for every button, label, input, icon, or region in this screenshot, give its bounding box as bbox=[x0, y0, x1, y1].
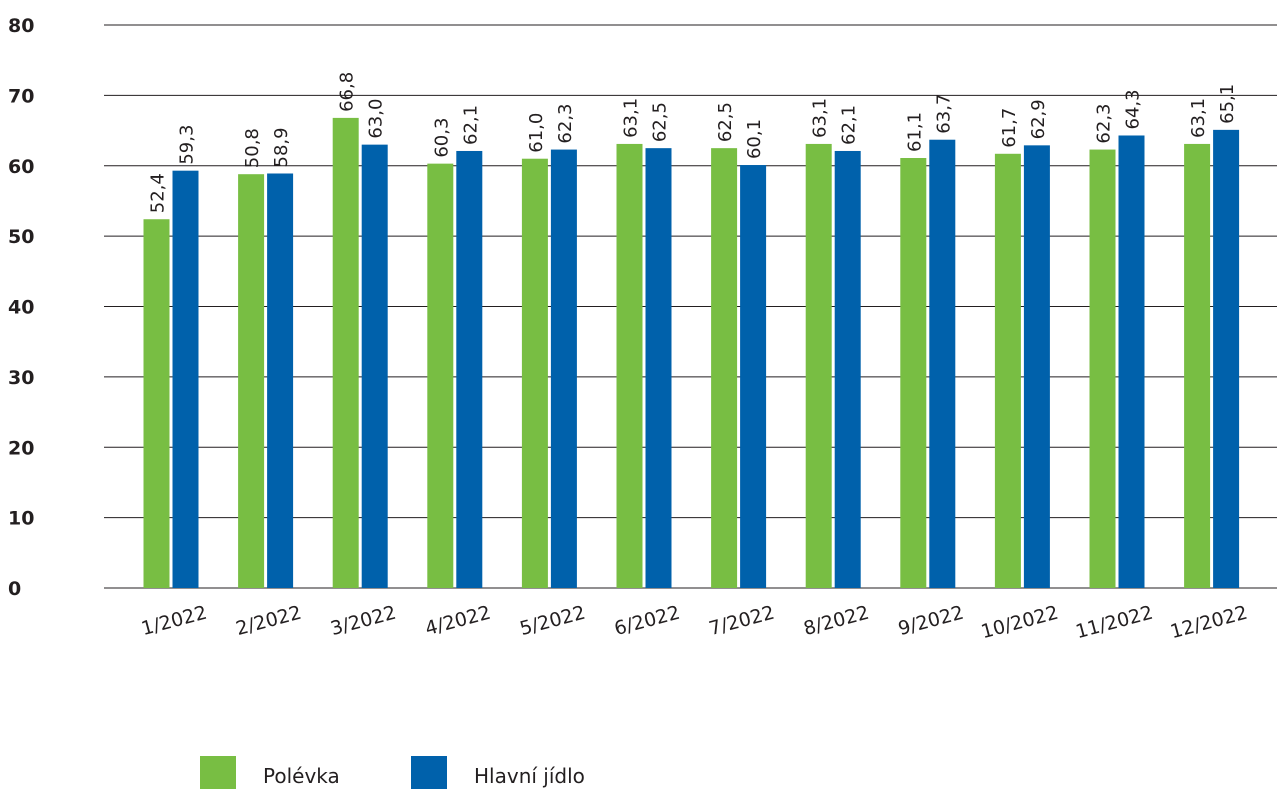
legend-swatch-hlavni-jidlo bbox=[411, 756, 447, 789]
y-tick-label: 70 bbox=[8, 85, 34, 107]
y-tick-label: 10 bbox=[8, 508, 34, 530]
bar-polevka bbox=[1089, 149, 1116, 588]
data-label: 61,7 bbox=[999, 108, 1020, 148]
data-label: 61,1 bbox=[904, 112, 925, 152]
data-label: 61,0 bbox=[526, 113, 547, 153]
x-tick-label: 12/2022 bbox=[1168, 602, 1250, 644]
x-tick-label: 3/2022 bbox=[328, 602, 398, 641]
data-label: 64,3 bbox=[1123, 89, 1144, 129]
bar-polevka bbox=[900, 158, 927, 589]
bar-polevka bbox=[143, 219, 170, 589]
data-label: 50,8 bbox=[242, 128, 263, 168]
bar-polevka bbox=[616, 143, 643, 588]
data-label: 52,4 bbox=[148, 173, 169, 213]
bar-hlavni-jidlo bbox=[740, 165, 767, 588]
x-axis-ticks: 1/2022 2/2022 3/2022 4/2022 5/2022 6/2022 7/20… bbox=[139, 602, 1250, 644]
bars bbox=[143, 117, 1240, 589]
bar-hlavni-jidlo bbox=[1118, 135, 1145, 588]
y-tick-label: 30 bbox=[8, 367, 34, 389]
data-label: 66,8 bbox=[337, 72, 358, 112]
bar-hlavni-jidlo bbox=[456, 150, 483, 588]
y-tick-label: 40 bbox=[8, 297, 34, 319]
legend-label-hlavni-jidlo: Hlavní jídlo bbox=[474, 764, 585, 788]
y-tick-label: 0 bbox=[8, 578, 21, 600]
bar-hlavni-jidlo bbox=[1023, 145, 1050, 588]
data-label: 59,3 bbox=[177, 125, 198, 165]
bar-hlavni-jidlo bbox=[361, 144, 388, 588]
bar-polevka bbox=[1184, 143, 1211, 588]
bar-hlavni-jidlo bbox=[645, 148, 672, 588]
data-label: 62,5 bbox=[650, 102, 671, 142]
bar-hlavni-jidlo bbox=[172, 170, 199, 588]
legend-label-polevka: Polévka bbox=[263, 764, 340, 788]
data-label: 62,1 bbox=[839, 105, 860, 145]
bar-hlavni-jidlo bbox=[550, 149, 577, 588]
data-label: 58,9 bbox=[271, 127, 292, 167]
bar-polevka bbox=[332, 117, 359, 589]
x-tick-label: 10/2022 bbox=[979, 602, 1061, 644]
legend-swatch-polevka bbox=[200, 756, 236, 789]
data-label: 63,0 bbox=[366, 99, 387, 139]
x-tick-label: 2/2022 bbox=[234, 602, 304, 641]
y-tick-label: 50 bbox=[8, 226, 34, 248]
y-axis-ticks: 0 10 20 30 40 50 60 70 80 bbox=[8, 15, 34, 600]
bar-hlavni-jidlo bbox=[1213, 129, 1240, 588]
legend: Polévka Hlavní jídlo bbox=[200, 756, 585, 789]
data-label: 62,5 bbox=[715, 102, 736, 142]
x-tick-label: 5/2022 bbox=[517, 602, 587, 641]
data-label: 63,1 bbox=[621, 98, 642, 138]
data-label: 63,7 bbox=[933, 94, 954, 134]
bar-polevka bbox=[805, 143, 832, 588]
x-tick-label: 7/2022 bbox=[707, 602, 777, 641]
data-labels: 52,4 59,3 50,8 58,9 66,8 63,0 60,3 62,1 61,0 62,3… bbox=[148, 72, 1239, 213]
bar-polevka bbox=[711, 148, 738, 588]
bar-hlavni-jidlo bbox=[834, 150, 861, 588]
data-label: 60,1 bbox=[744, 119, 765, 159]
x-tick-label: 4/2022 bbox=[423, 602, 493, 641]
x-tick-label: 9/2022 bbox=[896, 602, 966, 641]
bar-polevka bbox=[427, 163, 454, 589]
x-tick-label: 11/2022 bbox=[1073, 602, 1155, 644]
bar-polevka bbox=[521, 158, 548, 588]
data-label: 62,3 bbox=[1094, 103, 1115, 143]
x-tick-label: 6/2022 bbox=[612, 602, 682, 641]
data-label: 60,3 bbox=[431, 118, 452, 158]
data-label: 65,1 bbox=[1217, 84, 1238, 124]
data-label: 62,1 bbox=[460, 105, 481, 145]
bar-hlavni-jidlo bbox=[929, 139, 956, 588]
bar-polevka bbox=[994, 153, 1021, 588]
gridlines bbox=[104, 24, 1277, 589]
data-label: 63,1 bbox=[1188, 98, 1209, 138]
x-tick-label: 1/2022 bbox=[139, 602, 209, 641]
data-label: 62,3 bbox=[555, 103, 576, 143]
data-label: 62,9 bbox=[1028, 99, 1049, 139]
y-tick-label: 80 bbox=[8, 15, 34, 37]
y-tick-label: 20 bbox=[8, 437, 34, 459]
bar-hlavni-jidlo bbox=[267, 173, 294, 588]
y-tick-label: 60 bbox=[8, 156, 34, 178]
x-tick-label: 8/2022 bbox=[801, 602, 871, 641]
data-label: 63,1 bbox=[810, 98, 831, 138]
bar-polevka bbox=[238, 174, 265, 588]
